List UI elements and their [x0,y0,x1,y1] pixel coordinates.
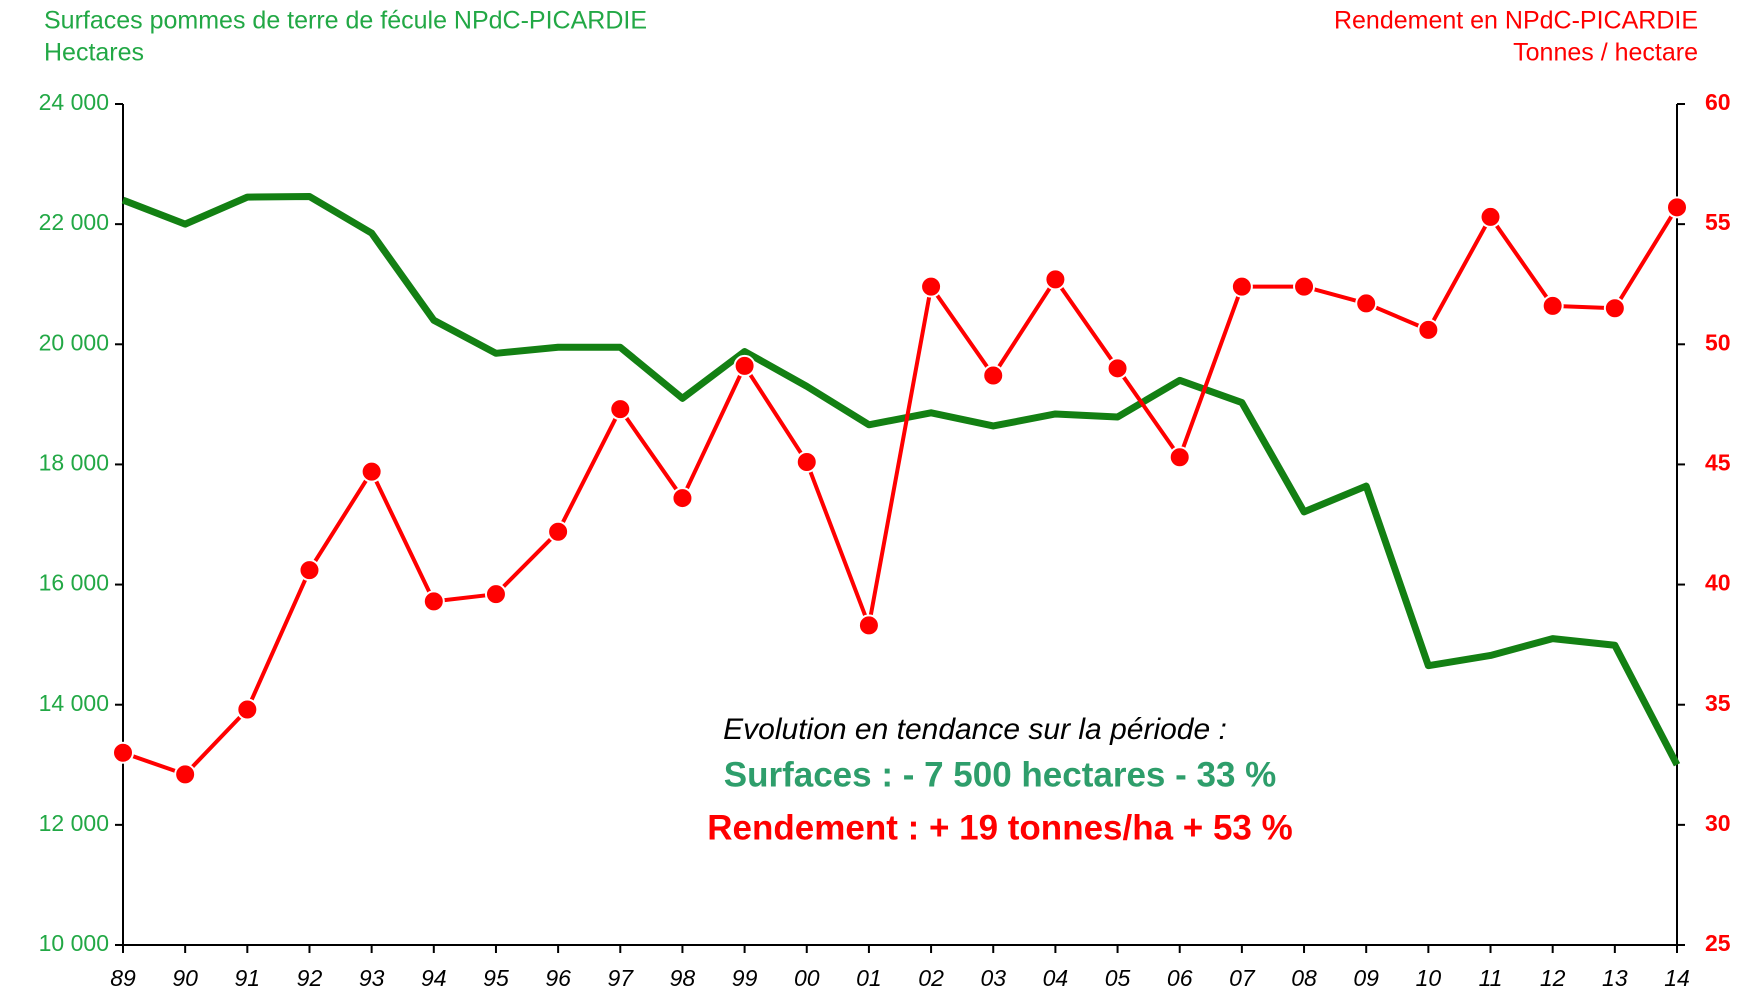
right-axis-title: Rendement en NPdC-PICARDIE [1334,7,1698,35]
data-point [733,354,756,377]
x-tick-label: 96 [545,965,571,991]
data-point [795,451,818,474]
y-tick-label: 16 000 [39,570,109,596]
y-tick-label: 24 000 [39,89,109,115]
x-tick-label: 02 [918,965,944,991]
data-point [484,583,507,606]
x-tick-label: 03 [980,965,1006,991]
x-tick-label: 04 [1043,965,1069,991]
series-line [121,193,1681,767]
x-tick-label: 12 [1540,965,1566,991]
data-point [1230,275,1253,298]
y2-tick-label: 55 [1705,209,1731,235]
y-tick-label: 10 000 [39,930,109,956]
series-line [122,206,1679,777]
x-tick-label: 97 [607,965,634,991]
y2-tick-label: 25 [1705,930,1731,956]
x-tick-label: 99 [732,965,758,991]
y-tick-label: 14 000 [39,690,109,716]
data-point [1417,318,1440,341]
data-point [857,614,880,637]
data-point [1044,268,1067,291]
data-point [1541,294,1564,317]
x-tick-label: 11 [1479,965,1503,991]
data-point [1479,205,1502,228]
data-point [1355,292,1378,315]
y-tick-label: 20 000 [39,329,109,355]
data-point [1168,446,1191,469]
data-point [1666,196,1688,219]
left-axis-title: Surfaces pommes de terre de fécule NPdC-… [44,7,647,35]
x-tick-label: 00 [794,965,820,991]
data-point [671,487,694,510]
data-point [422,590,445,613]
data-point [609,398,632,421]
x-tick-label: 13 [1602,965,1628,991]
annotation-box [580,704,1415,886]
y2-tick-label: 60 [1705,89,1731,115]
data-point [547,520,570,543]
x-tick-label: 90 [172,965,198,991]
x-tick-label: 91 [235,965,261,991]
data-point [1603,297,1626,320]
x-tick-label: 05 [1105,965,1131,991]
x-tick-label: 95 [483,965,509,991]
x-tick-label: 07 [1229,965,1256,991]
data-point [360,460,383,483]
data-point [1106,357,1129,380]
data-point [1293,275,1316,298]
x-tick-label: 01 [856,965,882,991]
annotation: Rendement : + 19 tonnes/ha + 53 % [707,808,1292,847]
x-tick-label: 92 [297,965,323,991]
y-tick-label: 22 000 [39,209,109,235]
data-point [236,698,259,721]
y2-tick-label: 50 [1705,329,1731,355]
y-tick-label: 18 000 [39,450,109,476]
x-tick-label: 10 [1416,965,1442,991]
data-point [920,275,943,298]
x-tick-label: 89 [110,965,136,991]
y2-tick-label: 35 [1705,690,1731,716]
x-tick-label: 09 [1353,965,1379,991]
left-axis-title: Hectares [44,39,144,67]
data-point [298,559,321,582]
data-point [112,741,134,764]
data-point [982,364,1005,387]
x-tick-label: 98 [670,965,696,991]
y2-tick-label: 45 [1705,450,1731,476]
x-tick-label: 14 [1664,965,1690,991]
x-tick-label: 94 [421,965,447,991]
y2-tick-label: 40 [1705,570,1731,596]
annotation: Evolution en tendance sur la période : [723,713,1227,746]
x-tick-label: 06 [1167,965,1193,991]
y-tick-label: 12 000 [39,810,109,836]
data-point [174,763,197,786]
y2-tick-label: 30 [1705,810,1731,836]
annotation: Surfaces : - 7 500 hectares - 33 % [724,755,1277,794]
x-tick-label: 08 [1291,965,1317,991]
x-tick-label: 93 [359,965,385,991]
right-axis-title: Tonnes / hectare [1513,39,1698,67]
